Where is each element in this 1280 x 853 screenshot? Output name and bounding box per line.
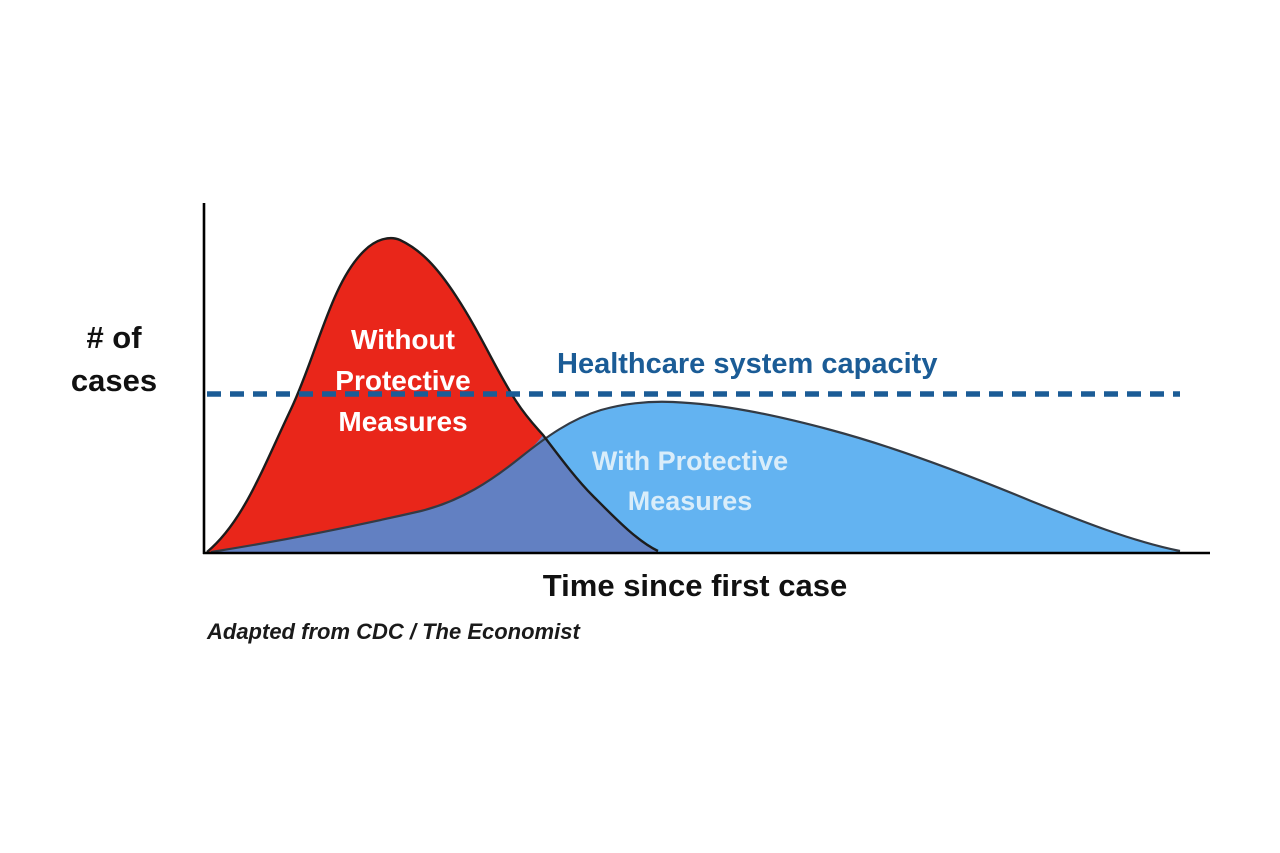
without-measures-curve-outline — [206, 237, 659, 553]
curves-overlap-area — [211, 435, 658, 553]
capacity-label: Healthcare system capacity — [557, 348, 938, 380]
with-measures-curve-outline — [210, 400, 1181, 554]
attribution-text: Adapted from CDC / The Economist — [207, 619, 580, 644]
with-measures-label: With Protective Measures — [591, 446, 789, 516]
without-measures-label: Without Protective Measures — [335, 324, 471, 437]
y-axis-label: # of cases — [70, 320, 158, 398]
x-axis-label: Time since first case — [542, 568, 848, 603]
